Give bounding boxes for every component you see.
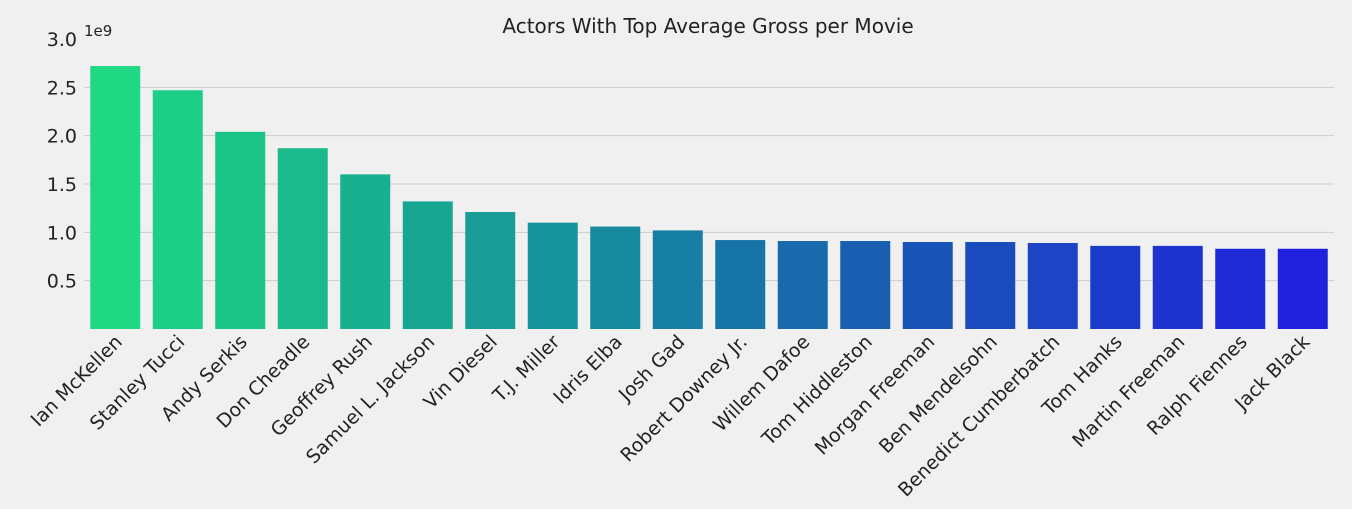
y-tick-label: 1.5 <box>47 174 77 196</box>
y-tick-label: 2.0 <box>47 126 77 148</box>
y-tick-label: 2.5 <box>47 77 77 99</box>
grid-lines <box>84 86 1334 282</box>
bar <box>777 241 828 329</box>
x-tick-label: Ben Mendelsohn <box>875 331 1002 458</box>
bar <box>90 66 141 330</box>
bar <box>277 148 328 329</box>
y-tick-label: 3.0 <box>47 29 77 51</box>
y-tick-label: 1.0 <box>47 222 77 244</box>
y-axis-ticks: 0.5 1.0 1.5 2.0 2.5 3.0 <box>47 29 77 293</box>
bar <box>652 230 703 329</box>
chart-title: Actors With Top Average Gross per Movie <box>502 14 913 38</box>
y-tick-label: 0.5 <box>47 271 77 293</box>
bar <box>715 240 766 329</box>
bars <box>90 66 1328 330</box>
x-tick-label: Tom Hiddleston <box>757 331 877 451</box>
bar <box>590 226 641 329</box>
bar <box>1277 248 1328 329</box>
bar <box>1215 248 1266 329</box>
x-tick-label: Idris Elba <box>549 331 627 409</box>
x-tick-label: Morgan Freeman <box>811 331 940 460</box>
x-tick-label: Martin Freeman <box>1068 331 1189 452</box>
bar <box>527 222 578 329</box>
bar <box>465 212 516 329</box>
bar <box>1090 245 1141 329</box>
bar <box>965 242 1016 329</box>
bar <box>215 131 266 329</box>
bar <box>152 90 203 329</box>
bar <box>340 174 391 329</box>
bar <box>1027 242 1078 329</box>
bar <box>402 201 453 329</box>
y-axis-offset-label: 1e9 <box>84 22 112 40</box>
bar <box>1152 245 1203 329</box>
bar <box>902 242 953 329</box>
bar <box>840 241 891 329</box>
